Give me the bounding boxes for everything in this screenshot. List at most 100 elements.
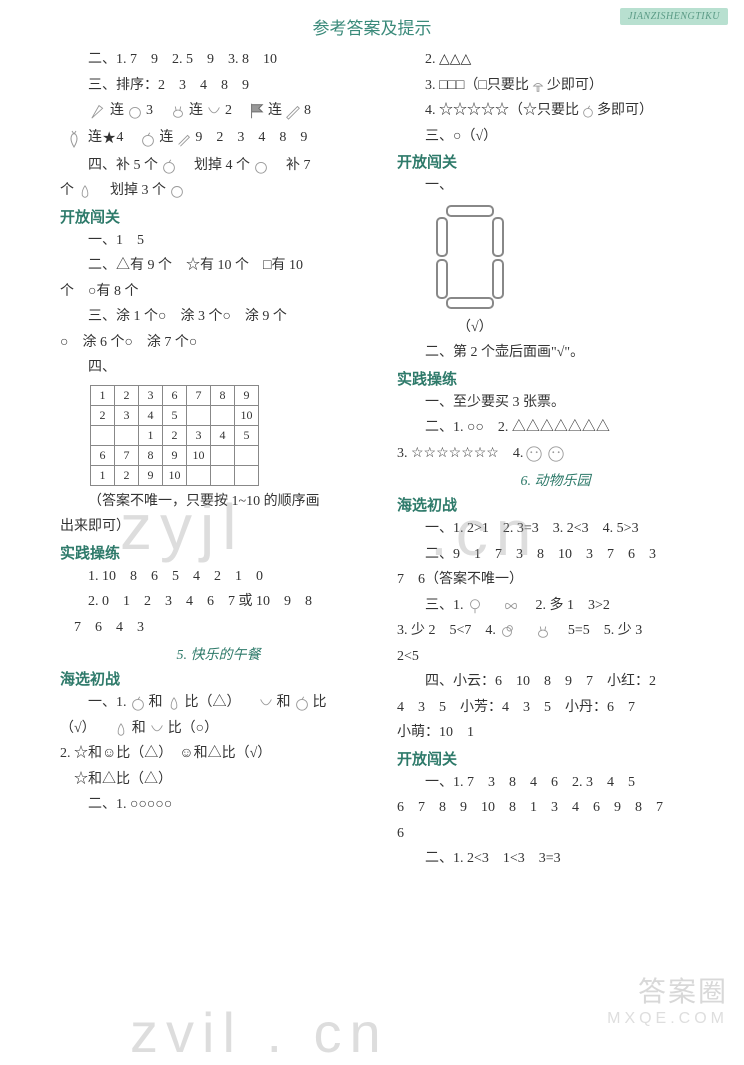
section-title: 海选初战 (60, 668, 377, 689)
text: 四、补 5 个 (88, 154, 158, 179)
apple-icon (160, 157, 178, 175)
text-line: （答案不唯一，只要按 1~10 的顺序画 (60, 490, 377, 515)
icon-line: 个 划掉 3 个 (60, 179, 377, 204)
apple-icon (129, 694, 147, 712)
peach-icon (126, 102, 144, 120)
right-column: 2. △△△ 3. □□□（□只要比 少即可） 4. ☆☆☆☆☆（☆只要比 多即… (397, 47, 714, 873)
text-line: 7 6（答案不唯一） (397, 568, 714, 593)
text: 三、1. (425, 594, 464, 619)
pear-icon (112, 720, 130, 738)
text-line: 2. △△△ (397, 48, 714, 73)
text-line: 三、○（√） (397, 125, 714, 150)
text-line: 小萌：10 1 (397, 721, 714, 746)
text: 连 (110, 99, 124, 124)
text-line: 二、1. ○○ 2. △△△△△△△ (397, 416, 714, 441)
table-row: 678910 (91, 445, 259, 465)
banana-icon (257, 694, 275, 712)
text: 3. ☆☆☆☆☆☆☆ 4. (397, 442, 523, 467)
radish-icon (62, 127, 86, 151)
text-line: 2. ☆和☺比（△） ☺和△比（√） (60, 742, 377, 767)
text: 少即可） (547, 74, 603, 99)
mushroom-icon (531, 79, 545, 93)
text-line: ☆和△比（△） (60, 768, 377, 793)
text: 2. 多 1 3>2 (536, 594, 610, 619)
table-row: 234510 (91, 405, 259, 425)
text: 8 (304, 99, 311, 124)
peach-icon (252, 157, 270, 175)
rabbit-icon (169, 102, 187, 120)
table-row: 12345 (91, 425, 259, 445)
pear-icon (76, 182, 94, 200)
section-title: 开放闯关 (60, 206, 377, 227)
text: 4. ☆☆☆☆☆（☆只要比 (425, 99, 579, 124)
text: 补 7 (286, 154, 311, 179)
text-line: 个 ○有 8 个 (60, 280, 377, 305)
footer-logo: 答案圈 MXQE.COM (607, 970, 728, 1028)
icon-line: 连 ★ 4 连 9 2 3 4 8 9 (60, 125, 377, 153)
text: 3. □□□（□只要比 (425, 74, 529, 99)
text: 个 (60, 179, 74, 204)
text-line: 6 7 8 9 10 8 1 3 4 6 9 8 7 (397, 796, 714, 821)
text: 3. 少 2 5<7 4. (397, 619, 496, 644)
text: 连 (189, 99, 203, 124)
section-title: 海选初战 (397, 494, 714, 515)
text-line: 一、1 5 (60, 229, 377, 254)
text-line: 1. 10 8 6 5 4 2 1 0 (60, 565, 377, 590)
text-line: 二、△有 9 个 ☆有 10 个 □有 10 (60, 254, 377, 279)
text: 比（○） (168, 717, 218, 742)
section-title: 开放闯关 (397, 748, 714, 769)
text-line: 二、第 2 个壶后面画"√"。 (397, 341, 714, 366)
text: 连 (159, 126, 173, 151)
face-icon (525, 445, 543, 463)
section-title: 实践操练 (397, 368, 714, 389)
butterfly-icon (502, 597, 520, 615)
carrot-icon (90, 102, 108, 120)
table-row: 1236789 (91, 385, 259, 405)
sub-title: 6. 动物乐园 (397, 470, 714, 490)
text: 9 2 3 4 8 9 (195, 126, 307, 151)
text-line: 2<5 (397, 645, 714, 670)
tree-icon (466, 597, 484, 615)
pencil-icon (284, 102, 302, 120)
text-line: 7 6 4 3 (60, 616, 377, 641)
text-line: 4 3 5 小芳：4 3 5 小丹：6 7 (397, 696, 714, 721)
text-line: 三、涂 1 个○ 涂 3 个○ 涂 9 个 (60, 305, 377, 330)
table-row: 12910 (91, 465, 259, 485)
text: 划掉 3 个 (110, 179, 166, 204)
text-line: 一、1. 7 3 8 4 6 2. 3 4 5 (397, 771, 714, 796)
text-line: 四、 (60, 356, 377, 381)
page-title: 参考答案及提示 (313, 14, 432, 39)
number-grid: 1236789 234510 12345 678910 12910 (90, 385, 259, 486)
orange-icon (168, 182, 186, 200)
text: 和 (132, 717, 146, 742)
apple-icon (293, 694, 311, 712)
footer-logo-text: 答案圈 (607, 970, 728, 1010)
star-icon: ★ (102, 125, 116, 153)
digit-figure (427, 200, 714, 315)
apple-icon (581, 104, 595, 118)
text-line: 二、1. 7 9 2. 5 9 3. 8 10 (60, 48, 377, 73)
text: 5=5 5. 少 3 (568, 619, 642, 644)
text: 多即可） (597, 99, 653, 124)
section-title: 实践操练 (60, 542, 377, 563)
face-icon (547, 445, 565, 463)
sub-title: 5. 快乐的午餐 (60, 644, 377, 664)
text: 3 (146, 99, 153, 124)
text-line: 6 (397, 822, 714, 847)
text: 4 (116, 126, 123, 151)
header-badge: JIANZISHENGTIKU (620, 8, 728, 25)
apple-icon (139, 130, 157, 148)
text-line: 2. 0 1 2 3 4 6 7 或 10 9 8 (60, 590, 377, 615)
text-line: 一、1. 2>1 2. 3=3 3. 2<3 4. 5>3 (397, 517, 714, 542)
icon-line: 四、补 5 个 划掉 4 个 补 7 (60, 154, 377, 179)
icon-line: 连 3 连 2 连 8 (60, 99, 377, 124)
text-line: 二、9 1 7 3 8 10 3 7 6 3 (397, 543, 714, 568)
banana-icon (148, 720, 166, 738)
pear-icon (165, 694, 183, 712)
text: 比 (313, 691, 327, 716)
text: 划掉 4 个 (194, 154, 250, 179)
banana-icon (205, 102, 223, 120)
text: 2 (225, 99, 232, 124)
text-line: 一、至少要买 3 张票。 (397, 391, 714, 416)
text-line: 四、小云：6 10 8 9 7 小红：2 (397, 670, 714, 695)
